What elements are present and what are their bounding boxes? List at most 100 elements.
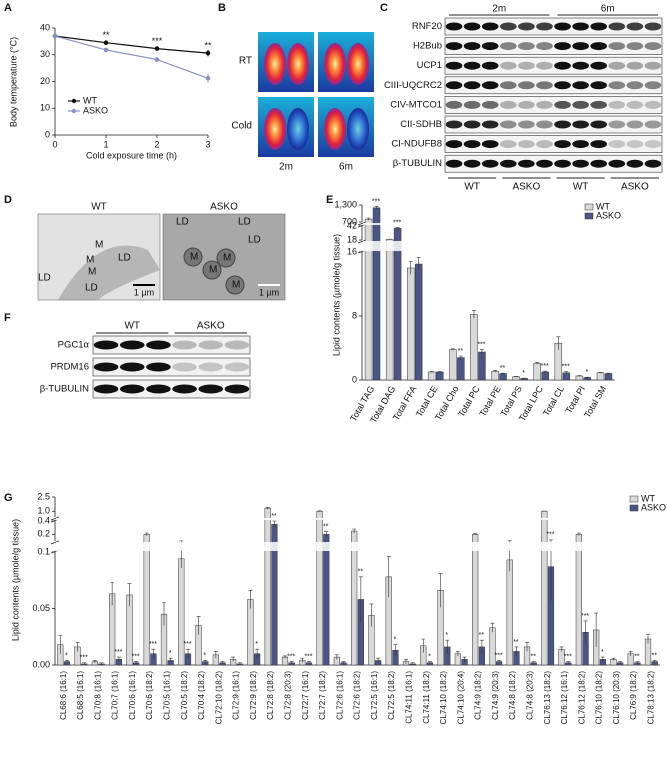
bar (604, 373, 613, 381)
error-bar (213, 651, 218, 659)
bar (372, 207, 381, 381)
mouse-asko (347, 43, 369, 85)
em-label: LD (248, 235, 261, 246)
significance: *** (80, 655, 88, 662)
blot-band (445, 100, 463, 109)
blot-band (608, 100, 626, 109)
blot-band (644, 81, 662, 90)
blot-band (499, 140, 517, 149)
blot-band (554, 42, 571, 51)
blot-band (644, 22, 662, 31)
bar (316, 511, 323, 666)
blot-band (119, 340, 145, 350)
panel-label: F (4, 312, 11, 324)
blot-band (119, 384, 145, 394)
blot-band (572, 22, 589, 31)
protein-label: CI-NDUFB8 (391, 139, 442, 150)
blot-band (536, 120, 553, 129)
x-tick-label: CL70:8 (16:1) (93, 671, 102, 720)
error-bar (473, 533, 478, 535)
significance: *** (541, 363, 549, 370)
blot-band (554, 159, 571, 168)
blot-frame (444, 17, 663, 36)
axis-gap (363, 241, 616, 251)
blot-band (536, 61, 553, 70)
blot-band (608, 22, 626, 31)
x-tick-label: CL72:10 (18:2) (214, 671, 223, 725)
y-axis-title: Lipid contents (µmole/g tissue) (331, 234, 341, 356)
blot-band (481, 159, 499, 168)
significance: *** (477, 341, 485, 348)
blot-band (554, 22, 571, 31)
x-tick-label: CL70:6 (18:2) (145, 671, 154, 720)
x-tick-label: CL72:7 (16:1) (301, 671, 310, 720)
y-tick-label: 0.2 (37, 529, 50, 539)
x-tick-label: CL72:7 (18:2) (318, 671, 327, 720)
em-label: M (209, 265, 217, 276)
mitochondrion (202, 260, 222, 280)
blot-band (518, 120, 535, 129)
error-bar (237, 662, 242, 665)
error-bar (635, 661, 640, 664)
significance: ** (358, 569, 364, 576)
blot-band (554, 140, 571, 149)
error-bar (393, 644, 398, 656)
blot-band (572, 120, 589, 129)
error-bar (395, 227, 400, 230)
x-tick-label: 0 (52, 139, 57, 149)
blot-frame (444, 76, 663, 95)
em-label: LD (118, 253, 131, 264)
panel-label: D (4, 194, 12, 206)
mitochondrion (216, 248, 236, 268)
protein-label: RNF20 (412, 21, 442, 32)
y-tick-label: 42 (347, 220, 357, 230)
significance: ** (634, 653, 640, 660)
error-bar (352, 528, 357, 533)
panel-label: B (218, 2, 226, 14)
y-tick-label: 16 (347, 246, 357, 256)
y-tick-label: 2.5 (37, 491, 50, 501)
x-tick-label: CL72:9 (16:1) (232, 671, 241, 720)
blot-band (590, 120, 608, 129)
error-bar (386, 556, 391, 598)
blot-frame (444, 56, 663, 75)
mouse-wt (324, 43, 346, 85)
x-tick-label: CL72:6 (18:2) (353, 671, 362, 720)
error-bar (559, 646, 564, 652)
error-bar (427, 661, 432, 664)
bar (541, 371, 549, 381)
x-tick-label: CL70:5 (18:2) (180, 671, 189, 720)
significance: *** (564, 653, 572, 660)
error-bar (265, 507, 270, 510)
significance: *** (495, 652, 503, 659)
blot-band (518, 42, 535, 51)
legend-marker (71, 98, 77, 104)
bar (351, 530, 358, 666)
blot-band (554, 100, 571, 109)
blot-band (445, 140, 463, 149)
bar (583, 377, 592, 381)
error-bar (374, 206, 379, 210)
error-bar (116, 656, 121, 662)
error-bar (535, 362, 540, 364)
bar (323, 534, 330, 666)
blot-band (93, 384, 119, 394)
error-bar (471, 310, 476, 319)
x-tick-label: CL72:8 (20:3) (283, 671, 292, 720)
error-bar (82, 662, 87, 665)
error-bar (438, 573, 443, 608)
blot-band (146, 362, 171, 372)
error-bar (652, 660, 657, 663)
error-bar (162, 602, 167, 626)
image-title: ASKO (210, 202, 238, 213)
bar (491, 370, 499, 381)
bar (385, 239, 394, 381)
mouse-wt (264, 108, 286, 150)
blot-band (445, 159, 463, 168)
error-bar (75, 642, 80, 652)
protein-label: UCP1 (417, 60, 442, 71)
blot-band (554, 61, 571, 70)
bar (407, 267, 415, 381)
blot-band (554, 120, 571, 129)
